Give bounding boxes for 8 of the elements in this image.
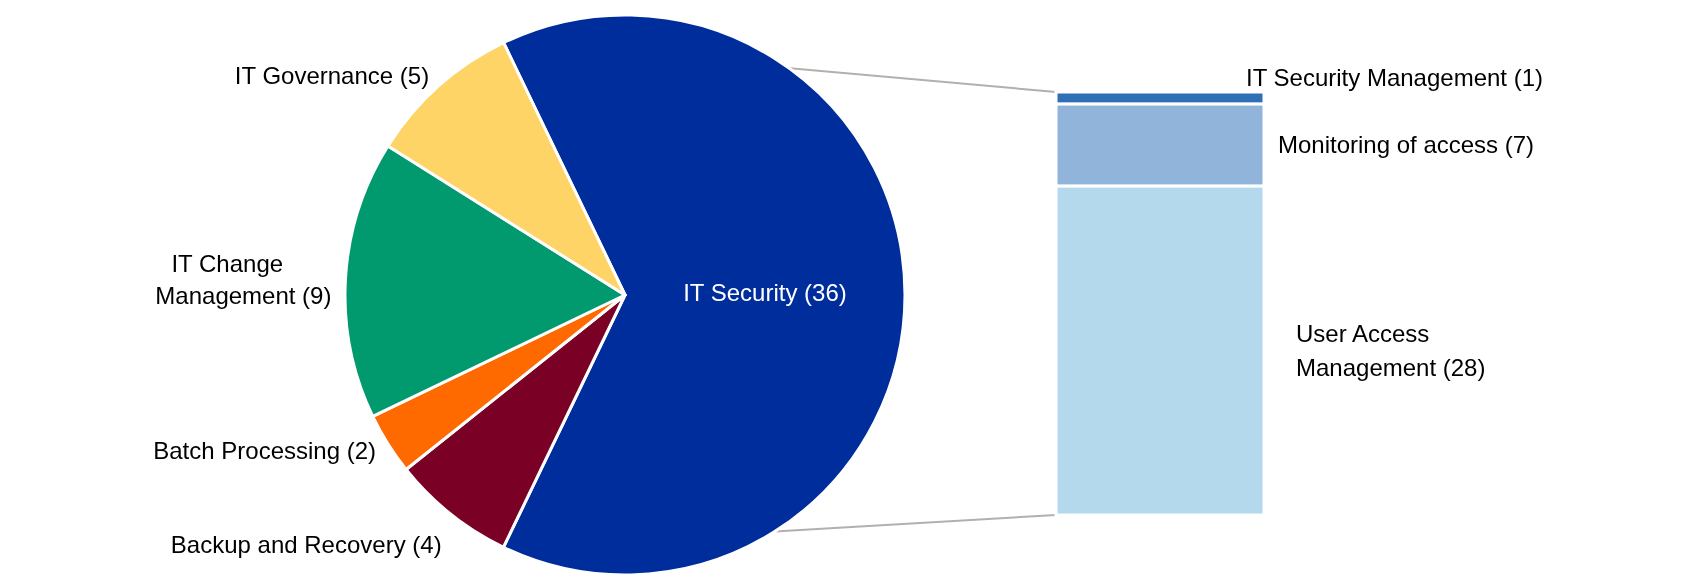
slice-label: IT Governance (5) (234, 61, 430, 89)
slice-label: Batch Processing (2) (153, 437, 377, 465)
slice-label: Backup and Recovery (4) (170, 530, 442, 558)
series-label: User Access Management (28) (1296, 320, 1486, 382)
series-label: IT Security Management (1) (1246, 64, 1544, 91)
slice-label: IT Security (36) (683, 279, 847, 307)
series-label: Monitoring of access (7) (1278, 130, 1535, 158)
slice-label: IT Change Management (9) (155, 250, 332, 310)
